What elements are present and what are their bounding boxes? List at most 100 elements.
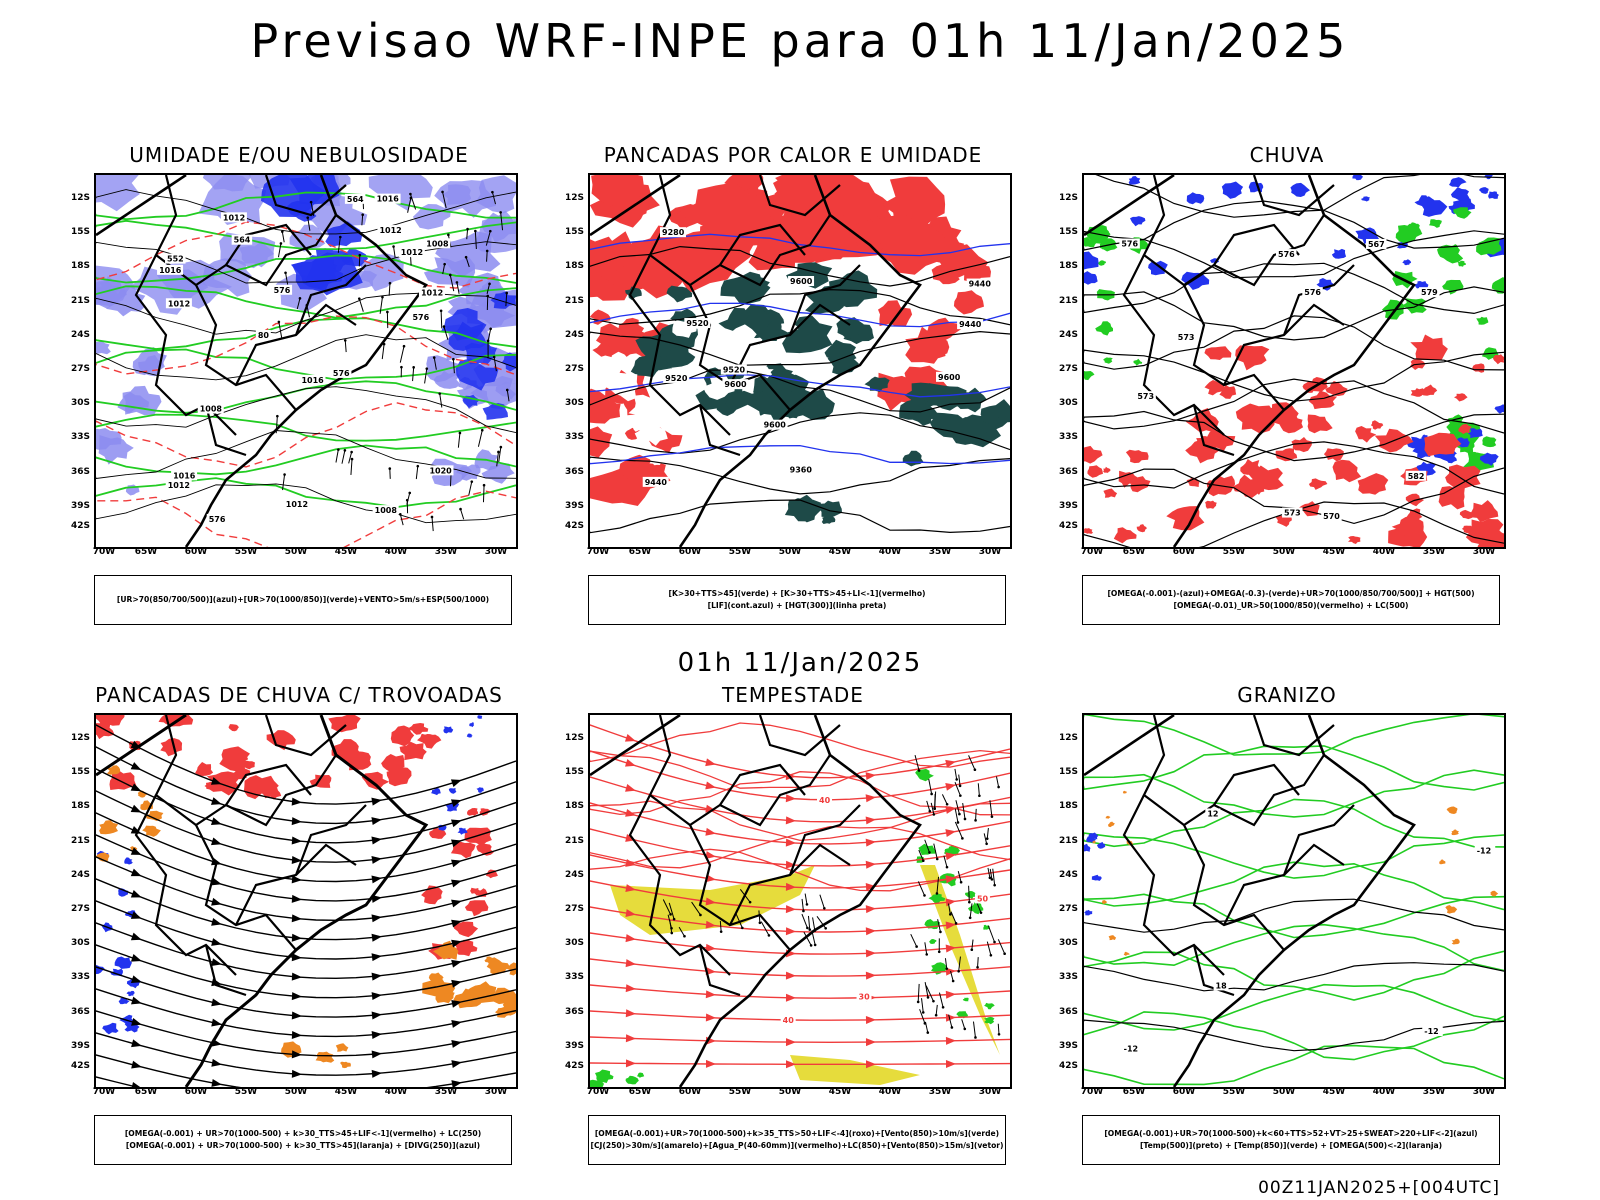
wind-vector — [987, 867, 991, 878]
contour-label: 9600 — [724, 380, 747, 389]
wind-vector — [361, 214, 364, 226]
state-border — [719, 763, 806, 806]
latitude-label: 36S — [564, 1006, 584, 1017]
contour-label: 1016 — [301, 376, 324, 385]
wind-vector-head — [485, 249, 489, 253]
shaded-area — [1331, 248, 1347, 259]
streamline-arrow — [371, 894, 382, 903]
latitude-label: 12S — [70, 193, 90, 203]
wind-vector-head — [945, 865, 949, 869]
streamline-arrow — [865, 1038, 876, 1047]
streamline-arrow — [945, 921, 956, 930]
longitude-label: 30W — [978, 547, 1002, 557]
latitude-label: 33S — [564, 972, 584, 983]
shaded-area — [1113, 527, 1137, 544]
contour-line — [590, 444, 1010, 465]
wind-vector-head — [758, 921, 762, 925]
streamline-arrow — [625, 1059, 636, 1068]
contour-line — [590, 722, 1010, 768]
wind-vector — [379, 297, 383, 314]
shaded-area — [476, 787, 484, 793]
wind-vector-head — [963, 1027, 967, 1031]
forecast-map: 50 40 40 30 — [588, 713, 1012, 1089]
contour-label-bg — [171, 470, 198, 481]
shaded-area — [714, 505, 738, 523]
contour-line — [1084, 861, 1504, 911]
contour-line — [590, 233, 1010, 257]
latitude-label: 15S — [564, 767, 584, 778]
streamline-arrow — [130, 932, 142, 941]
shaded-area — [1302, 381, 1320, 393]
shaded-area — [595, 1069, 614, 1083]
wind-vector — [456, 282, 460, 294]
shaded-area — [1414, 281, 1429, 289]
latitude-label: 12S — [564, 733, 584, 743]
wind-vector-head — [989, 953, 993, 957]
wind-vector-head — [409, 192, 412, 196]
contour-label: 573 — [1284, 509, 1301, 518]
latitude-label: 30S — [70, 398, 90, 409]
coastline — [1084, 175, 1416, 547]
state-border — [1213, 223, 1300, 266]
shaded-area — [592, 341, 614, 358]
streamline-arrow — [131, 1060, 142, 1069]
wind-vector — [278, 321, 283, 340]
shaded-area — [630, 421, 644, 432]
wind-vector — [344, 340, 347, 353]
state-border — [204, 404, 247, 457]
streamline — [96, 1010, 516, 1057]
contour-label-bg — [788, 276, 815, 287]
latitude-label: 24S — [70, 329, 90, 340]
contour-label: 1012 — [421, 289, 443, 298]
wind-vector — [449, 473, 452, 487]
panel-legend: [OMEGA(-0.001)+UR>70(1000-500)+k>35_TTS>… — [588, 1115, 1006, 1165]
streamline-arrow — [865, 860, 876, 869]
shaded-area — [652, 230, 751, 293]
wind-vector — [972, 1021, 976, 1038]
streamline-arrow — [451, 959, 462, 968]
wind-vector — [954, 821, 963, 839]
wind-vector — [449, 274, 455, 292]
longitude-label: 55W — [728, 1087, 752, 1097]
shaded-area — [1476, 316, 1489, 325]
wind-vector — [968, 885, 970, 903]
longitude-label: 70W — [92, 1087, 116, 1097]
shaded-area — [1308, 478, 1328, 490]
contour-line — [590, 373, 1010, 398]
longitude-label: 60W — [678, 1087, 702, 1097]
streamline-arrow — [945, 898, 956, 907]
wind-vector — [801, 913, 808, 929]
contour-label-bg — [418, 287, 445, 298]
latitude-label: 30S — [564, 938, 584, 949]
shaded-area — [202, 175, 251, 192]
shaded-area — [315, 1051, 335, 1063]
streamline-arrow — [624, 734, 636, 742]
latitude-label: 21S — [564, 295, 584, 306]
shaded-area — [1465, 519, 1504, 545]
shaded-area — [195, 762, 214, 776]
wind-vector-head — [412, 366, 415, 369]
state-border — [1223, 303, 1345, 386]
forecast-map — [94, 713, 518, 1089]
latitude-label: 33S — [564, 432, 584, 443]
wind-vector-head — [957, 969, 960, 973]
longitude-label: 40W — [384, 547, 408, 557]
streamline-arrow — [785, 971, 796, 980]
wind-vector — [937, 919, 941, 933]
wind-vector — [348, 451, 353, 464]
wind-vector-head — [505, 388, 509, 392]
latitude-label: 18S — [70, 261, 90, 272]
shaded-area — [1370, 420, 1384, 430]
wind-vector — [986, 941, 992, 956]
wind-vector — [921, 998, 924, 1013]
shaded-area — [1084, 271, 1098, 285]
wind-vector-head — [464, 255, 468, 259]
wind-vector-head — [386, 310, 389, 314]
streamline-arrow — [291, 972, 302, 981]
state-border — [294, 264, 367, 336]
contour-label: 567 — [1368, 240, 1385, 249]
streamline-arrow — [945, 829, 956, 838]
shaded-area — [1479, 187, 1489, 194]
wind-vector-head — [974, 819, 977, 822]
shaded-area — [637, 1072, 645, 1078]
